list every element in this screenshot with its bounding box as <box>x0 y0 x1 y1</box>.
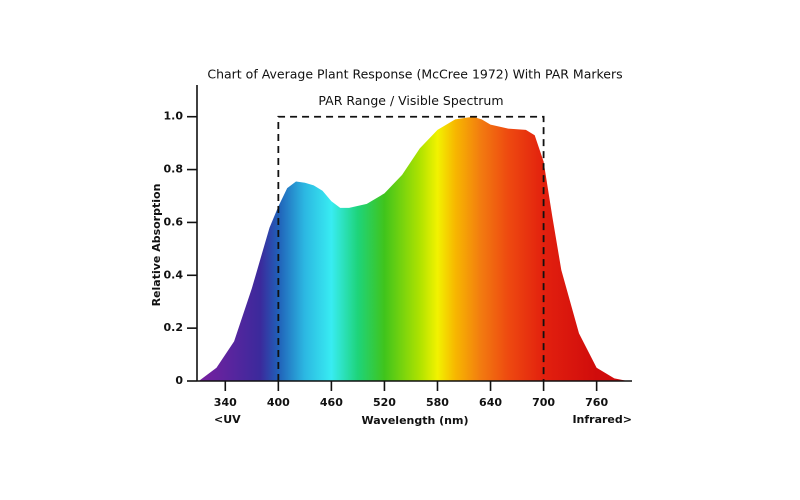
chart-title: Chart of Average Plant Response (McCree … <box>207 67 622 82</box>
par-label: PAR Range / Visible Spectrum <box>318 93 503 108</box>
y-tick-label: 1.0 <box>164 110 184 123</box>
x-tick-label: 400 <box>267 396 290 409</box>
x-tick-label: 640 <box>479 396 502 409</box>
infrared-label: Infrared> <box>572 413 632 426</box>
y-tick-label: 0.8 <box>164 163 184 176</box>
x-tick-label: 460 <box>320 396 343 409</box>
x-tick-label: 760 <box>585 396 608 409</box>
y-tick-label: 0.4 <box>164 268 184 281</box>
x-tick-label: 520 <box>373 396 396 409</box>
x-tick-label: 700 <box>532 396 555 409</box>
y-axis-label: Relative Absorption <box>150 184 163 307</box>
spectrum-area <box>198 116 628 381</box>
x-tick-label: 580 <box>426 396 449 409</box>
x-tick-label: 340 <box>214 396 237 409</box>
par-marker <box>277 115 545 381</box>
y-tick-label: 0.6 <box>164 215 184 228</box>
uv-label: <UV <box>214 413 241 426</box>
y-tick-label: 0 <box>175 374 183 387</box>
y-tick-label: 0.2 <box>164 321 184 334</box>
x-axis-label: Wavelength (nm) <box>362 414 469 427</box>
